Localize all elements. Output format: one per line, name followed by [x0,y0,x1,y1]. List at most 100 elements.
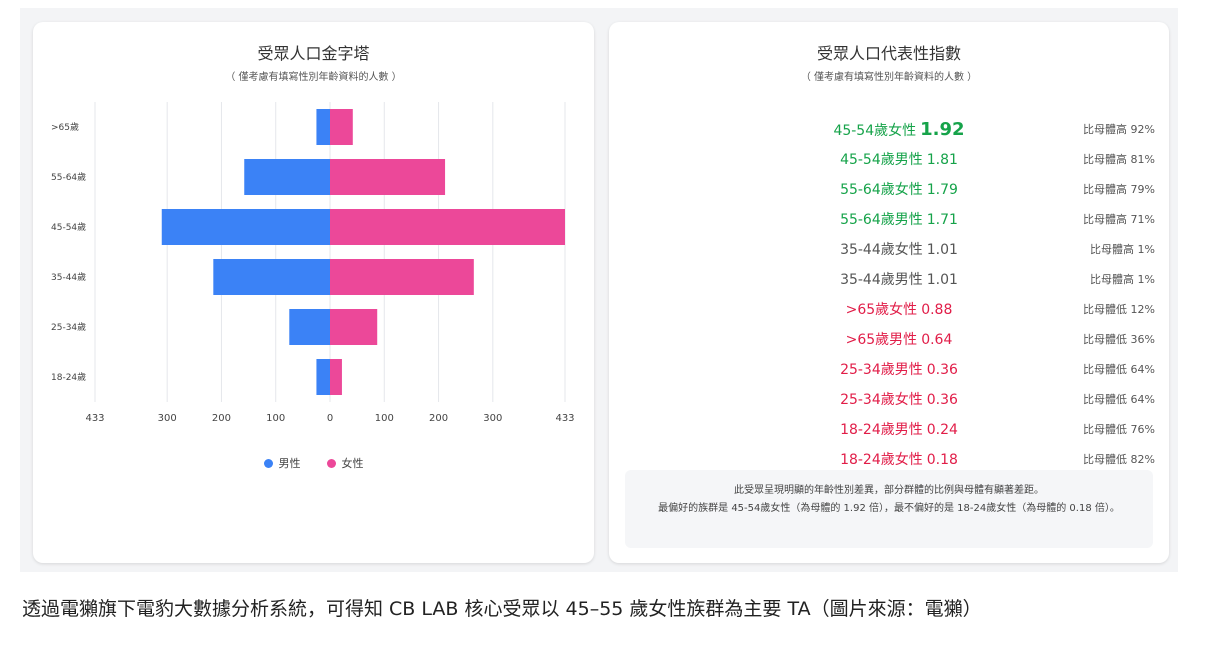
index-row: >65歲男性 0.64 比母體低 36% [609,325,1169,355]
population-pyramid-chart: 433 300 200 100 0 100 200 300 433 >65歲 55-64歲 45-54… [51,102,575,424]
bar-male[interactable] [213,259,330,295]
index-row-label: 18-24歲男性 0.24 [729,415,1069,445]
bar-female[interactable] [330,359,342,395]
index-value: 0.36 [926,362,958,378]
x-tick-label: 433 [555,413,574,424]
index-row-label: 25-34歲男性 0.36 [729,355,1069,385]
x-tick-label: 0 [327,413,333,424]
index-row-label: 18-24歲女性 0.18 [729,445,1069,475]
index-value: 0.88 [921,302,953,318]
bar-female[interactable] [330,209,565,245]
pyramid-subtitle: （ 僅考慮有填寫性別年齡資料的人數 ） [225,72,402,83]
index-row-label: 45-54歲男性 1.81 [729,145,1069,175]
segment-name: 45-54歲男性 [840,152,923,168]
x-tick-label: 300 [483,413,502,424]
x-tick-label: 300 [158,413,177,424]
legend-male-label: 男性 [278,457,301,470]
index-value: 0.64 [921,332,953,348]
index-note: 比母體低 12% [1083,303,1155,316]
bar-male[interactable] [316,109,330,145]
index-row-label: 25-34歲女性 0.36 [729,385,1069,415]
legend-item-male[interactable]: 男性 [263,455,301,471]
bar-female[interactable] [330,159,446,195]
index-note: 比母體高 81% [1083,153,1155,166]
index-row: 55-64歲女性 1.79 比母體高 79% [609,175,1169,205]
index-value: 1.81 [926,152,958,168]
segment-name: 55-64歲男性 [840,212,923,228]
index-value: 1.92 [920,119,965,140]
index-row: 35-44歲男性 1.01 比母體高 1% [609,265,1169,295]
index-value: 0.36 [926,392,958,408]
index-summary: 此受眾呈現明顯的年齡性別差異，部分群體的比例與母體有顯著差距。 最偏好的族群是 … [625,470,1153,548]
index-value: 0.18 [926,452,958,468]
bar-male[interactable] [244,159,330,195]
index-value: 1.79 [926,182,958,198]
index-note: 比母體低 64% [1083,363,1155,376]
index-note: 比母體高 92% [1083,123,1155,136]
segment-name: >65歲女性 [845,302,918,318]
index-row-label: 55-64歲女性 1.79 [729,175,1069,205]
x-tick-label: 200 [429,413,448,424]
segment-name: 35-44歲男性 [840,272,923,288]
index-note: 比母體低 64% [1083,393,1155,406]
index-note: 比母體高 71% [1083,213,1155,226]
index-note: 比母體低 76% [1083,423,1155,436]
segment-name: 18-24歲男性 [840,422,923,438]
index-note: 比母體高 79% [1083,183,1155,196]
bar-female[interactable] [330,259,474,295]
summary-line-1: 此受眾呈現明顯的年齡性別差異，部分群體的比例與母體有顯著差距。 [734,485,1044,496]
y-category-label: 35-44歲 [51,271,86,283]
x-tick-label: 200 [212,413,231,424]
index-row-label: 55-64歲男性 1.71 [729,205,1069,235]
index-value: 1.01 [926,272,958,288]
y-category-label: 25-34歲 [51,321,86,333]
index-row: 18-24歲女性 0.18 比母體低 82% [609,445,1169,475]
y-category-label: 45-54歲 [51,221,86,233]
chart-legend: 男性 女性 [33,455,594,471]
x-tick-label: 433 [85,413,104,424]
index-value: 1.01 [926,242,958,258]
segment-name: >65歲男性 [845,332,918,348]
index-row: 55-64歲男性 1.71 比母體高 71% [609,205,1169,235]
pyramid-card: 受眾人口金字塔 （ 僅考慮有填寫性別年齡資料的人數 ） 433 300 200 100… [33,22,594,563]
index-value: 0.24 [926,422,958,438]
female-dot-icon [326,458,336,468]
index-row: 18-24歲男性 0.24 比母體低 76% [609,415,1169,445]
segment-name: 55-64歲女性 [840,182,923,198]
bar-male[interactable] [289,309,330,345]
segment-name: 35-44歲女性 [840,242,923,258]
bar-female[interactable] [330,109,353,145]
index-value: 1.71 [926,212,958,228]
legend-item-female[interactable]: 女性 [326,455,364,471]
index-row: 25-34歲男性 0.36 比母體低 64% [609,355,1169,385]
index-note: 比母體高 1% [1090,243,1155,256]
pyramid-title: 受眾人口金字塔 [257,44,370,63]
index-row: 35-44歲女性 1.01 比母體高 1% [609,235,1169,265]
index-row-label: 35-44歲女性 1.01 [729,235,1069,265]
legend-female-label: 女性 [341,457,364,470]
male-dot-icon [263,458,273,468]
index-row-label: 35-44歲男性 1.01 [729,265,1069,295]
segment-name: 25-34歲男性 [840,362,923,378]
index-title: 受眾人口代表性指數 [816,44,961,63]
index-note: 比母體高 1% [1090,273,1155,286]
bar-male[interactable] [161,209,330,245]
index-row-label: >65歲男性 0.64 [729,325,1069,355]
x-tick-label: 100 [266,413,285,424]
summary-line-2: 最偏好的族群是 45-54歲女性（為母體的 1.92 倍），最不偏好的是 18-… [658,503,1120,514]
index-row: 45-54歲男性 1.81 比母體高 81% [609,145,1169,175]
segment-name: 45-54歲女性 [833,123,917,139]
index-note: 比母體低 36% [1083,333,1155,346]
index-row: 45-54歲女性 1.92 比母體高 92% [609,115,1169,145]
index-row: >65歲女性 0.88 比母體低 12% [609,295,1169,325]
x-tick-label: 100 [375,413,394,424]
bar-male[interactable] [316,359,330,395]
index-row-label: 45-54歲女性 1.92 [729,115,1069,146]
index-row-label: >65歲女性 0.88 [729,295,1069,325]
bar-female[interactable] [330,309,378,345]
index-row: 25-34歲女性 0.36 比母體低 64% [609,385,1169,415]
y-category-label: 55-64歲 [51,171,86,183]
index-card: 受眾人口代表性指數 （ 僅考慮有填寫性別年齡資料的人數 ） 45-54歲女性 1.… [609,22,1169,563]
y-category-label: >65歲 [51,121,79,133]
image-caption: 透過電獺旗下電豹大數據分析系統，可得知 CB LAB 核心受眾以 45–55 歲… [22,598,982,620]
